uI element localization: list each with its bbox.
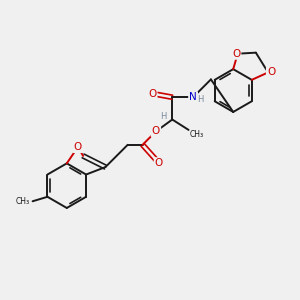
Text: O: O [74,142,82,152]
Text: O: O [148,89,157,99]
Text: N: N [189,92,197,102]
Text: H: H [197,95,204,104]
Text: O: O [155,158,163,168]
Text: CH₃: CH₃ [16,197,30,206]
Text: O: O [152,126,160,136]
Text: H: H [160,112,167,121]
Text: O: O [267,68,275,77]
Text: O: O [232,49,240,59]
Text: CH₃: CH₃ [190,130,204,139]
